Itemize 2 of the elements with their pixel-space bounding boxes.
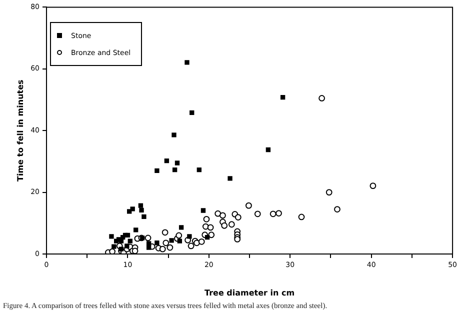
x-axis-title: Tree diameter in cm [204, 288, 295, 298]
y-axis-title: Time to fell in minutes [16, 80, 25, 182]
